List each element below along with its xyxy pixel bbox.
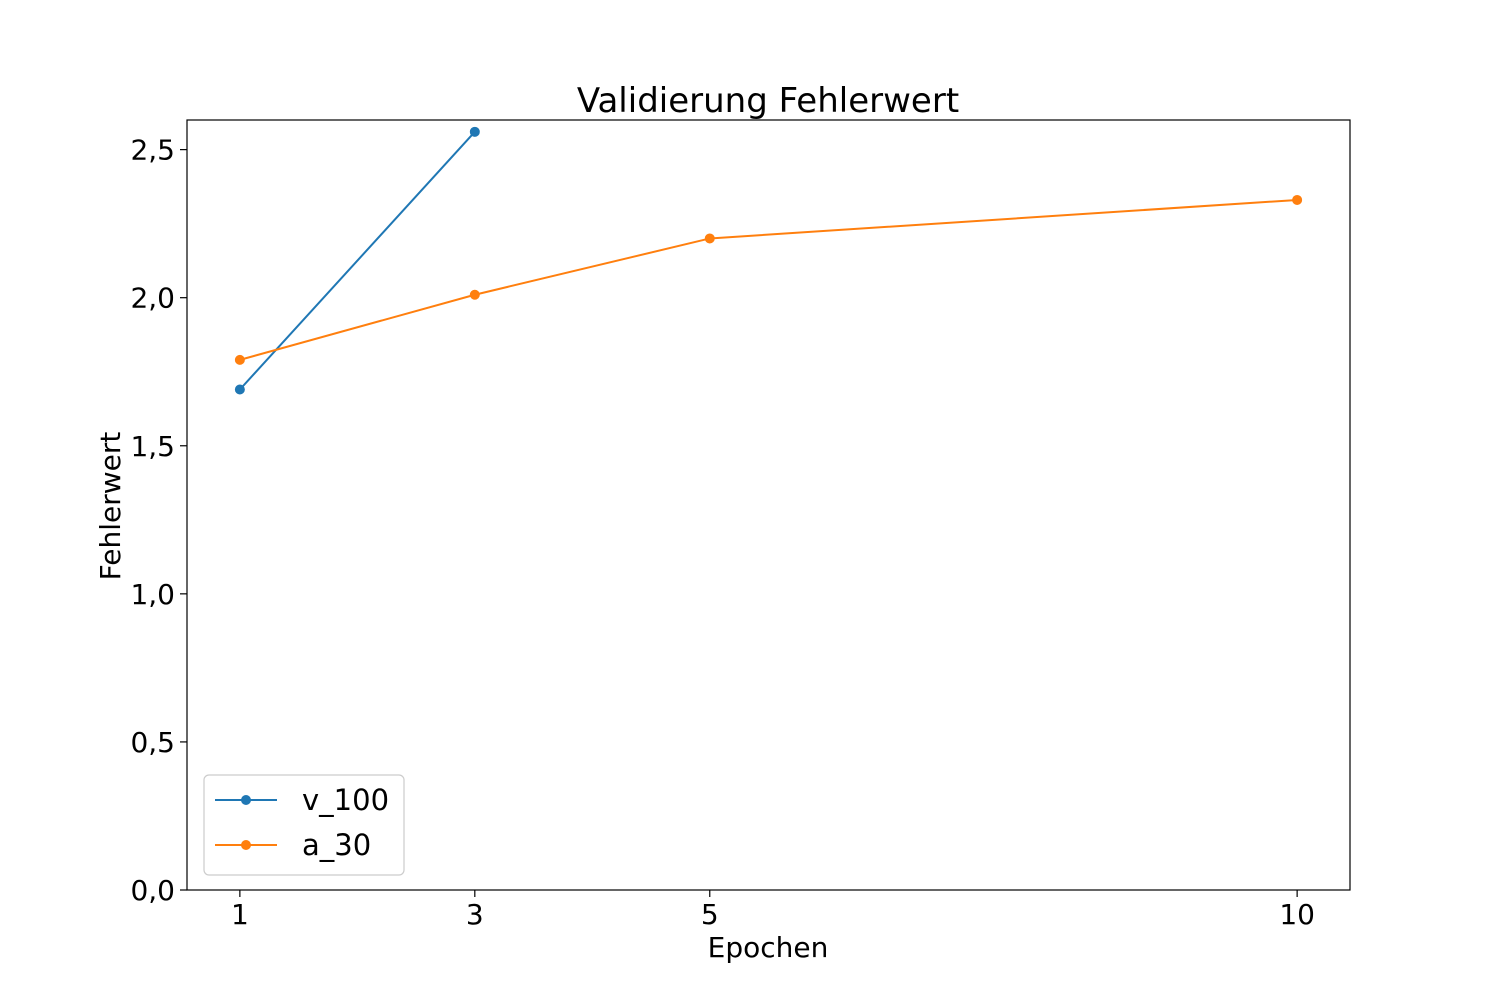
- plot-frame: [186, 119, 1351, 891]
- y-axis-label: Fehlerwert: [94, 432, 127, 581]
- y-tick-label: 0,5: [130, 726, 175, 759]
- x-tick-label: 5: [701, 898, 719, 931]
- data-point: [234, 354, 245, 365]
- legend-label: v_100: [302, 783, 389, 817]
- y-tick-label: 2,5: [130, 134, 175, 167]
- x-axis-label: Epochen: [708, 931, 829, 964]
- y-tick-label: 1,5: [130, 430, 175, 463]
- data-point: [1292, 194, 1303, 205]
- x-tick-label: 1: [231, 898, 249, 931]
- x-tick-label: 10: [1279, 898, 1315, 931]
- legend: v_100 a_30: [203, 774, 405, 876]
- plot-area: 1 3 5 10 0,0 0,5 1,0 1,5 2,0 2,5 v_100 a_30: [130, 119, 1351, 931]
- y-tick-label: 0,0: [130, 874, 175, 907]
- data-point: [234, 384, 245, 395]
- series-a_30: [234, 194, 1303, 365]
- legend-item: a_30: [215, 828, 371, 862]
- y-tick-label: 1,0: [130, 578, 175, 611]
- legend-marker: [241, 795, 251, 805]
- y-tick-label: 2,0: [130, 282, 175, 315]
- chart-title: Validierung Fehlerwert: [577, 81, 959, 121]
- legend-item: v_100: [215, 783, 389, 817]
- data-point: [469, 289, 480, 300]
- legend-marker: [241, 840, 251, 850]
- series-line: [239, 198, 1298, 361]
- series-v_100: [234, 126, 480, 395]
- legend-label: a_30: [302, 828, 371, 862]
- data-point: [704, 233, 715, 244]
- data-point: [469, 126, 480, 137]
- series-line: [239, 131, 476, 391]
- x-tick-label: 3: [466, 898, 484, 931]
